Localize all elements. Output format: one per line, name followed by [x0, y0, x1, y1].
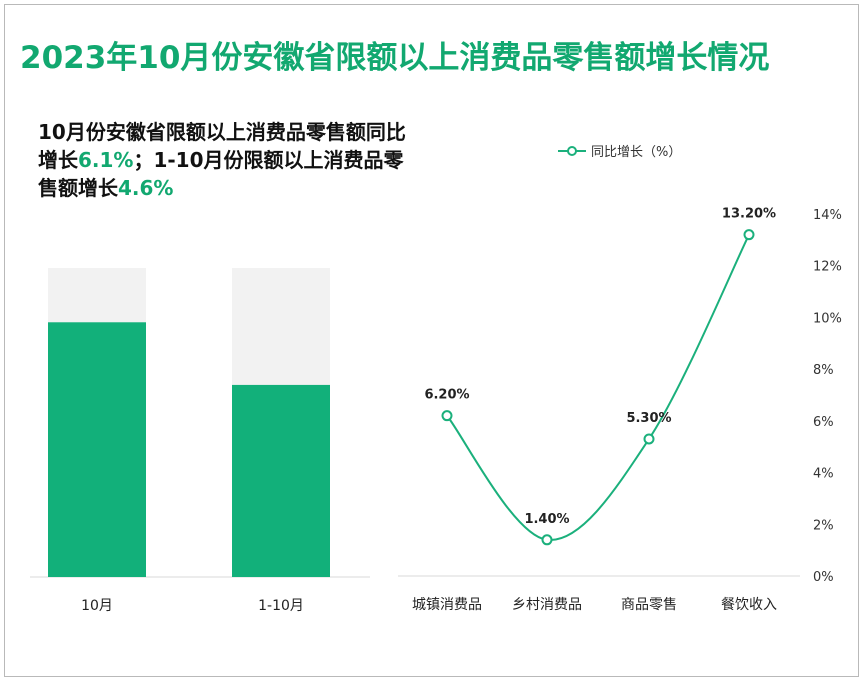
summary-part2: ；1-10月份限额以上消费品零售额增长 — [38, 148, 404, 200]
y-tick-label: 6% — [813, 415, 834, 430]
line-category-label: 城镇消费品 — [412, 597, 482, 613]
y-tick-label: 14% — [813, 208, 842, 223]
summary-part1: 10月份安徽省限额以上消费品零售额同比增长 — [38, 120, 406, 172]
y-tick-label: 10% — [813, 311, 842, 326]
series-line — [446, 234, 750, 541]
data-label: 5.30% — [626, 411, 671, 426]
data-label: 6.20% — [424, 388, 469, 403]
line-chart: 0% 2% 4% 6% 8% 10% 12% 14% 城镇消费品 乡村消费品 商品零售 餐饮收入 6.2… — [398, 145, 842, 613]
data-label: 1.40% — [524, 512, 569, 527]
y-tick-label: 4% — [813, 467, 834, 482]
data-point — [441, 410, 453, 422]
bar — [232, 384, 330, 577]
summary-text: 10月份安徽省限额以上消费品零售额同比增长6.1%；1-10月份限额以上消费品零… — [38, 118, 408, 202]
line-category-label: 餐饮收入 — [721, 597, 777, 613]
line-category-label: 商品零售 — [621, 597, 677, 613]
data-label: 13.20% — [722, 207, 776, 222]
summary-value2: 4.6% — [118, 176, 174, 200]
data-point — [541, 534, 553, 546]
y-tick-label: 8% — [813, 363, 834, 378]
bar — [48, 322, 146, 577]
line-category-label: 乡村消费品 — [512, 597, 582, 613]
legend-label: 同比增长（%） — [591, 145, 681, 160]
y-tick-label: 2% — [813, 518, 834, 533]
page-title: 2023年10月份安徽省限额以上消费品零售额增长情况 — [20, 40, 770, 76]
data-point — [643, 433, 655, 445]
legend-marker — [567, 146, 577, 156]
bar-category-label: 1-10月 — [258, 598, 304, 614]
bar-category-label: 10月 — [81, 598, 113, 614]
summary-value1: 6.1% — [78, 148, 134, 172]
data-point — [743, 229, 755, 241]
y-tick-label: 0% — [813, 570, 834, 585]
chart-frame — [4, 4, 859, 677]
y-tick-label: 12% — [813, 260, 842, 275]
bar-chart: 10月 1-10月 — [30, 268, 370, 614]
